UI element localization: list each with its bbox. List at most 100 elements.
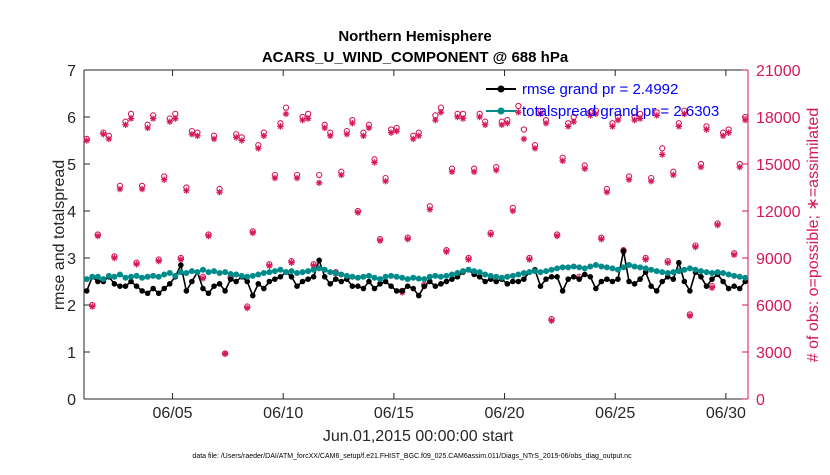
- totalspread-point: [188, 268, 195, 275]
- rmse-point: [421, 283, 428, 290]
- obs-assimilated-point: [194, 132, 201, 139]
- plot-background: [84, 70, 748, 399]
- rmse-point: [687, 288, 693, 294]
- obs-assimilated-point: [133, 261, 140, 268]
- obs-assimilated-point: [454, 113, 461, 121]
- obs-assimilated-point: [343, 131, 351, 138]
- totalspread-point: [443, 272, 450, 279]
- totalspread-point: [509, 272, 516, 279]
- totalspread-point: [709, 270, 716, 277]
- y-axis-label: rmse and totalspread: [51, 160, 68, 310]
- y-right-tick-label: 18000: [756, 110, 801, 127]
- x-tick-label: 06/25: [595, 405, 635, 422]
- obs-assimilated-point: [89, 303, 96, 310]
- totalspread-point: [742, 274, 749, 281]
- totalspread-point: [266, 269, 273, 276]
- x-axis-label: Jun.01,2015 00:00:00 start: [323, 428, 514, 445]
- rmse-point: [570, 274, 577, 280]
- rmse-point: [183, 288, 190, 294]
- totalspread-point: [255, 271, 262, 278]
- rmse-point: [388, 283, 394, 290]
- obs-assimilated-point: [553, 232, 561, 240]
- obs-assimilated-point: [404, 236, 411, 243]
- totalspread-point: [321, 266, 328, 273]
- obs-assimilated-point: [100, 131, 107, 138]
- legend-label: rmse grand pr = 2.4992: [522, 81, 678, 98]
- rmse-point: [659, 278, 666, 285]
- rmse-point: [515, 278, 522, 285]
- rmse-point: [122, 283, 129, 290]
- x-tick-label: 06/30: [706, 405, 746, 422]
- totalspread-point: [421, 276, 428, 283]
- totalspread-point: [349, 273, 356, 280]
- totalspread-point: [205, 269, 212, 276]
- rmse-point: [310, 274, 317, 280]
- rmse-point: [615, 276, 621, 282]
- x-tick-label: 06/15: [374, 405, 414, 422]
- totalspread-point: [520, 270, 527, 277]
- rmse-point: [360, 285, 367, 292]
- obs-assimilated-point: [122, 121, 129, 129]
- plot-area: [83, 69, 749, 400]
- rmse-point: [449, 276, 455, 282]
- obs-assimilated-point: [692, 243, 699, 251]
- obs-assimilated-point: [542, 120, 550, 127]
- totalspread-point: [377, 276, 384, 283]
- totalspread-point: [526, 269, 533, 276]
- rmse-point: [305, 276, 311, 282]
- rmse-point: [493, 278, 500, 285]
- rmse-point: [609, 278, 616, 285]
- obs-assimilated-point: [520, 135, 528, 143]
- totalspread-point: [382, 273, 389, 280]
- obs-assimilated-point: [83, 137, 90, 144]
- totalspread-point: [360, 273, 367, 280]
- obs-assimilated-point: [592, 110, 600, 118]
- totalspread-point: [388, 272, 395, 279]
- rmse-point: [604, 276, 610, 282]
- totalspread-point: [327, 269, 334, 276]
- obs-assimilated-point: [205, 232, 212, 240]
- rmse-point: [95, 278, 101, 285]
- legend-marker: [497, 85, 505, 93]
- obs-assimilated-point: [647, 178, 655, 185]
- rmse-point: [294, 283, 300, 290]
- totalspread-point: [222, 269, 229, 276]
- y-tick-label: 0: [67, 392, 76, 409]
- obs-possible-point: [520, 126, 528, 133]
- rmse-point: [133, 283, 140, 290]
- rmse-point: [332, 276, 339, 282]
- totalspread-point: [249, 272, 256, 279]
- rmse-point: [709, 276, 715, 282]
- legend[interactable]: rmse grand pr = 2.4992 totalspread grand …: [486, 81, 719, 120]
- rmse-point: [366, 278, 372, 285]
- rmse-point: [205, 290, 212, 297]
- obs-assimilated-point: [188, 131, 196, 138]
- obs-assimilated-point: [465, 256, 472, 263]
- chart-title: Northern Hemisphere: [338, 28, 491, 45]
- obs-assimilated-point: [653, 112, 660, 119]
- obs-assimilated-point: [238, 137, 245, 144]
- rmse-point: [554, 274, 560, 280]
- obs-assimilated-point: [266, 262, 273, 270]
- rmse-point: [521, 276, 527, 282]
- totalspread-point: [725, 271, 732, 278]
- totalspread-point: [393, 273, 400, 280]
- obs-assimilated-point: [277, 123, 284, 130]
- totalspread-point: [172, 272, 179, 279]
- rmse-point: [736, 285, 743, 292]
- rmse-point: [216, 281, 223, 287]
- totalspread-point: [565, 264, 572, 271]
- obs-assimilated-point: [581, 165, 588, 172]
- totalspread-point: [471, 268, 478, 275]
- obs-assimilated-point: [149, 115, 157, 122]
- totalspread-point: [642, 265, 649, 272]
- rmse-point: [371, 285, 378, 292]
- obs-assimilated-point: [321, 124, 328, 132]
- obs-assimilated-point: [271, 174, 279, 182]
- obs-assimilated-point: [642, 256, 649, 263]
- rmse-point: [637, 276, 643, 282]
- rmse-point: [327, 281, 334, 287]
- rmse-point: [139, 288, 145, 294]
- totalspread-point: [183, 270, 190, 277]
- legend-label: totalspread grand pr = 2.6303: [522, 103, 719, 120]
